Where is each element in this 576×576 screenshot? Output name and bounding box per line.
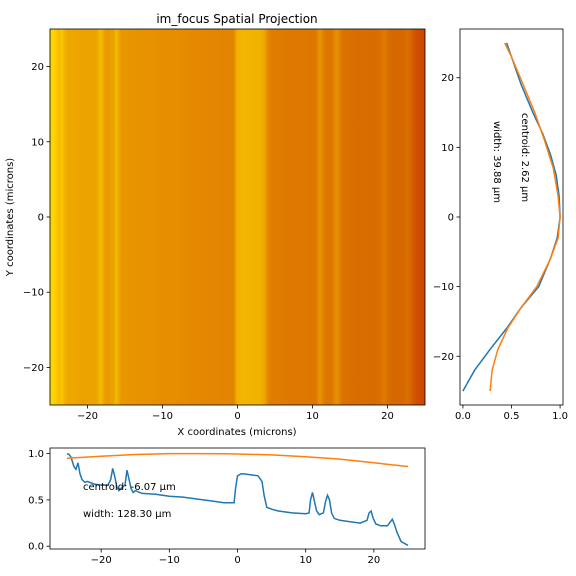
vertical-profile-x-tick-label: 0.0: [455, 411, 471, 422]
horizontal-profile-x-tick-label: 10: [299, 555, 312, 566]
heatmap-y-label: Y coordinates (microns): [5, 158, 16, 277]
heatmap-title: im_focus Spatial Projection: [156, 12, 317, 26]
vertical-width-annotation: width: 39.88 μm: [491, 121, 502, 203]
heatmap-y-tick-label: 0: [38, 213, 44, 224]
vertical-profile-x-ticks: 0.0 0.5 1.0: [455, 405, 568, 422]
horizontal-profile-panel: −20 −10 0 10 20 0.0 0.5 1.0 centroid: -6.07 μm…: [28, 447, 426, 566]
heatmap-y-tick-label: −10: [23, 288, 44, 299]
heatmap-y-tick-label: 20: [31, 62, 44, 73]
horizontal-width-annotation: width: 128.30 μm: [83, 509, 171, 520]
vertical-profile-frame: [459, 28, 564, 406]
horizontal-profile-y-tick-label: 0.0: [28, 542, 44, 553]
heatmap-x-label: X coordinates (microns): [177, 427, 296, 438]
vertical-centroid-annotation: centroid: 2.62 μm: [519, 113, 530, 202]
vertical-profile-x-tick-label: 0.5: [504, 411, 520, 422]
heatmap-y-tick-label: −20: [23, 363, 44, 374]
vertical-profile-series-0: [462, 42, 561, 392]
heatmap-panel: im_focus Spatial Projection −20 −10 0 10 20 …: [5, 12, 426, 438]
horizontal-profile-series-0: [66, 452, 409, 546]
heatmap-x-tick-label: −20: [77, 411, 98, 422]
horizontal-profile-lines: [66, 452, 409, 546]
horizontal-centroid-annotation: centroid: -6.07 μm: [83, 482, 176, 493]
vertical-profile-y-tick-label: 0: [448, 213, 454, 224]
horizontal-profile-y-ticks: 0.0 0.5 1.0: [28, 449, 50, 553]
heatmap-image: [50, 29, 425, 405]
horizontal-profile-frame: [49, 447, 426, 550]
horizontal-profile-x-tick-label: −20: [91, 555, 112, 566]
vertical-profile-y-tick-label: −10: [433, 282, 454, 293]
horizontal-profile-series-1: [66, 452, 409, 468]
horizontal-profile-x-tick-label: 0: [234, 555, 240, 566]
heatmap-x-tick-label: 20: [381, 411, 394, 422]
heatmap-x-tick-label: −10: [152, 411, 173, 422]
heatmap-x-ticks: −20 −10 0 10 20: [77, 405, 394, 422]
horizontal-profile-x-tick-label: 20: [367, 555, 380, 566]
vertical-profile-y-ticks: −20 −10 0 10 20: [433, 73, 460, 363]
heatmap-x-tick-label: 0: [234, 411, 240, 422]
horizontal-profile-y-tick-label: 0.5: [28, 495, 44, 506]
heatmap-x-tick-label: 10: [306, 411, 319, 422]
vertical-profile-series-1: [489, 42, 561, 392]
horizontal-profile-y-tick-label: 1.0: [28, 449, 44, 460]
vertical-profile-y-tick-label: 20: [441, 73, 454, 84]
vertical-profile-x-tick-label: 1.0: [552, 411, 568, 422]
heatmap-y-tick-label: 10: [31, 137, 44, 148]
vertical-profile-y-tick-label: 10: [441, 143, 454, 154]
heatmap-y-ticks: −20 −10 0 10 20: [23, 62, 50, 374]
horizontal-profile-x-ticks: −20 −10 0 10 20: [91, 549, 380, 566]
vertical-profile-lines: [462, 42, 561, 392]
horizontal-profile-x-tick-label: −10: [159, 555, 180, 566]
vertical-profile-y-tick-label: −20: [433, 352, 454, 363]
